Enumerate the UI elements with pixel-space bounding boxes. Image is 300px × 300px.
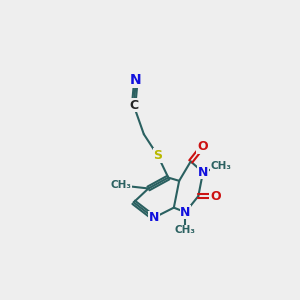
Text: C: C <box>129 99 138 112</box>
Text: O: O <box>197 140 208 153</box>
Text: N: N <box>130 73 142 87</box>
Text: S: S <box>153 149 162 162</box>
Text: N: N <box>180 206 190 219</box>
Text: CH₃: CH₃ <box>175 225 196 235</box>
Text: N: N <box>148 211 159 224</box>
Text: N: N <box>198 166 208 179</box>
Text: CH₃: CH₃ <box>210 161 231 171</box>
Text: O: O <box>210 190 221 202</box>
Text: CH₃: CH₃ <box>111 181 132 190</box>
